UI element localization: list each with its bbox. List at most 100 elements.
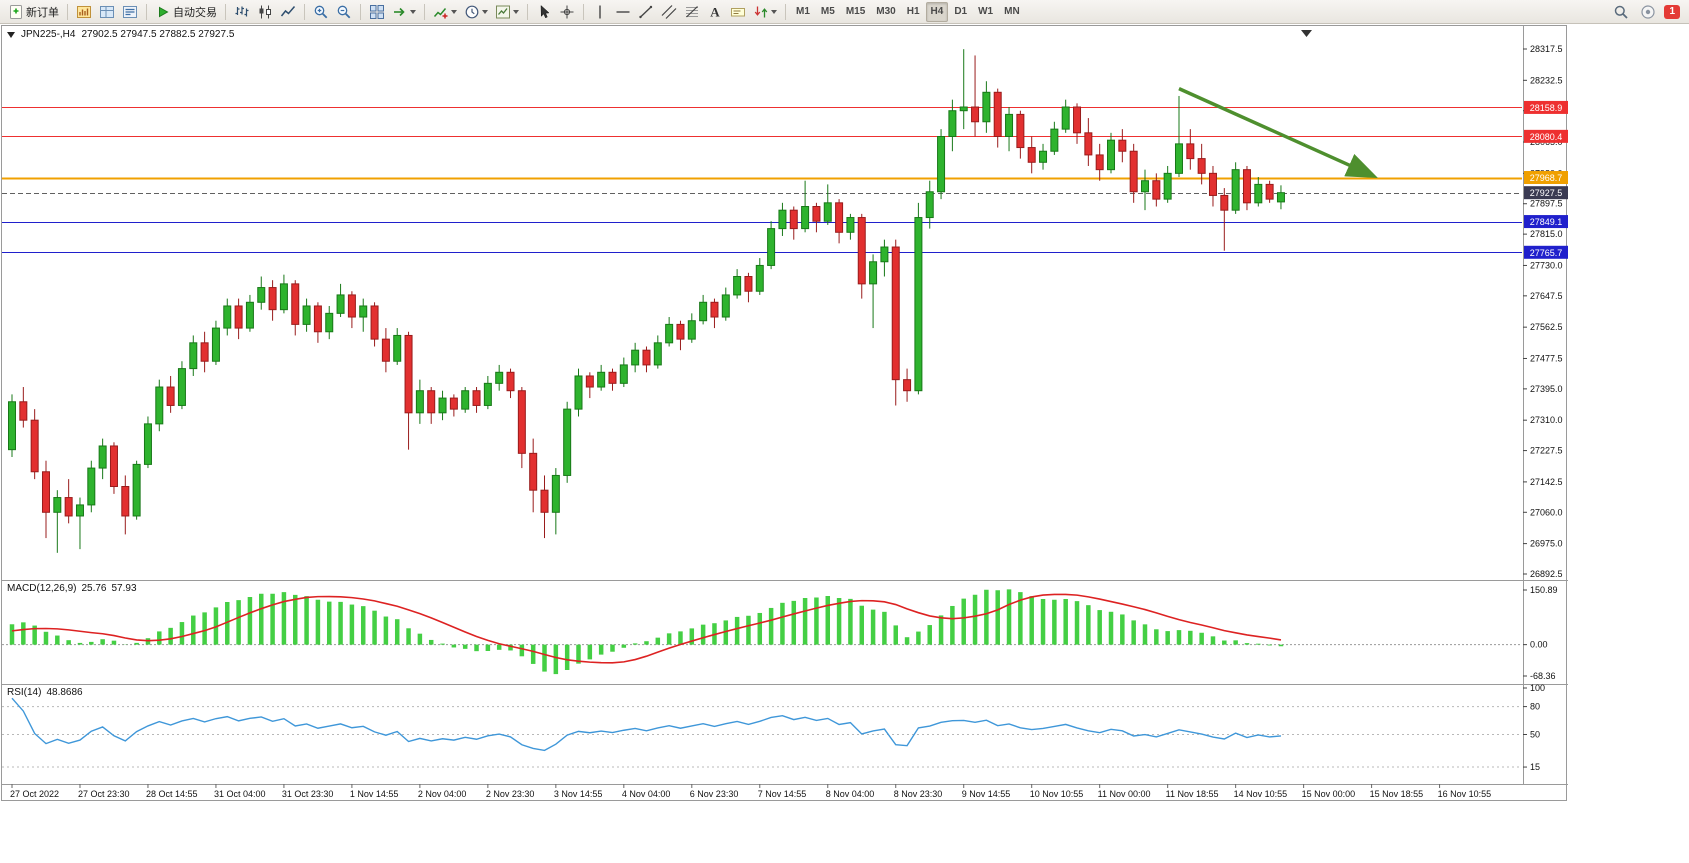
autotrading-button[interactable]: 自动交易 [152,2,220,22]
time-scale[interactable]: 27 Oct 2022 27 Oct 23:30 28 Oct 14:55 31 Oc… [10,784,1491,799]
price-tick-label: 27815.0 [1530,229,1563,239]
tf-m5-button[interactable]: M5 [820,6,835,17]
toolbar-separator [527,3,528,20]
candle-body [653,342,662,366]
trendline-button[interactable] [635,2,657,22]
zoom-out-button[interactable] [333,2,355,22]
candle-body [710,301,719,318]
price-tick-label: 27477.5 [1530,353,1563,363]
auto-scroll-button[interactable] [389,2,419,22]
candle-body [64,497,73,517]
candle-body [676,323,685,340]
channel-button[interactable] [658,2,680,22]
new-order-icon [10,4,22,19]
tf-m30-button[interactable]: M30 [876,6,896,17]
price-tick-label: 28232.5 [1530,75,1563,85]
templates-button[interactable] [492,2,522,22]
text-button[interactable]: A [704,2,726,22]
toolbar-separator [146,3,147,20]
bar-chart-button[interactable] [231,2,253,22]
crosshair-button[interactable] [556,2,578,22]
fibonacci-button[interactable] [681,2,703,22]
notification-badge[interactable]: 1 [1664,4,1680,19]
candle-body [755,264,764,292]
price-tick-label: 27897.5 [1530,199,1563,209]
price-tick-label: 26892.5 [1530,569,1563,579]
arrows-icon [754,6,768,17]
candle-body [19,401,28,421]
candle-body [1118,139,1127,152]
tf-m15-button[interactable]: M15 [845,6,866,17]
tf-h1-button[interactable]: H1 [906,6,920,17]
chart-collapse-icon[interactable] [7,31,15,38]
chart-shift-marker-icon[interactable] [1301,30,1312,37]
tf-h4-button[interactable]: H4 [925,1,949,22]
data-window-icon [123,5,137,18]
chart-canvas[interactable]: 28317.528232.528150.028065.027980.027897… [2,26,1568,802]
vertical-line-button[interactable] [589,2,611,22]
new-chart-button[interactable] [73,2,95,22]
toolbar-separator [583,3,584,20]
dropdown-caret-icon[interactable] [451,9,457,14]
zoom-in-button[interactable] [310,2,332,22]
profiles-button[interactable] [96,2,118,22]
vline-icon [599,5,601,18]
price-label-text: 27927.5 [1530,188,1563,198]
price-tick-label: 27730.0 [1530,260,1563,270]
tile-windows-button[interactable] [366,2,388,22]
search-icon [1615,5,1629,19]
macd-signal-value: 57.93 [111,583,137,594]
time-tick-label: 9 Nov 14:55 [962,789,1011,799]
rsi-name: RSI(14) [7,687,42,698]
indicators-button[interactable] [430,2,460,22]
help-button[interactable] [1637,2,1659,22]
candle-body [506,371,515,392]
autotrading-icon [159,6,169,17]
time-tick-label: 16 Nov 10:55 [1438,789,1492,799]
candle-body [914,217,923,392]
label-button[interactable] [727,2,749,22]
arrows-button[interactable] [750,2,780,22]
dropdown-caret-icon[interactable] [410,9,416,14]
dropdown-caret-icon[interactable] [771,9,777,14]
toolbar-separator [360,3,361,20]
data-window-button[interactable] [119,2,141,22]
candle-body [325,312,334,333]
candle-body [1208,172,1217,196]
price-tick-label: 28317.5 [1530,44,1563,54]
candle-body [1242,169,1251,204]
candle-chart-button[interactable] [254,2,276,22]
candle-body [529,452,538,491]
new-order-button[interactable]: 新订单 [5,2,62,22]
cursor-button[interactable] [533,2,555,22]
dropdown-caret-icon[interactable] [482,9,488,14]
dropdown-caret-icon[interactable] [513,9,519,14]
horizontal-line-button[interactable] [612,2,634,22]
price-label-text: 27968.7 [1530,173,1563,183]
candle-body [8,401,16,451]
tf-mn-button[interactable]: MN [1004,6,1020,17]
time-tick-label: 2 Nov 04:00 [418,789,467,799]
search-button[interactable] [1610,2,1632,22]
label-icon [731,7,745,16]
line-chart-button[interactable] [277,2,299,22]
price-scale[interactable]: 28317.528232.528150.028065.027980.027897… [1523,44,1568,579]
candle-body [1220,194,1229,211]
tf-w1-button[interactable]: W1 [978,6,994,17]
price-tick-label: 27060.0 [1530,507,1563,517]
candle-chart-icon [259,5,271,18]
tf-d1-button[interactable]: D1 [954,6,968,17]
trend-arrow[interactable] [1178,87,1378,179]
price-label-box [1524,215,1568,229]
candle-body [166,386,175,406]
candle-body [608,371,617,384]
time-tick-label: 14 Nov 10:55 [1234,789,1288,799]
price-label-text: 28080.4 [1530,132,1563,142]
tf-m1-button[interactable]: M1 [796,6,810,17]
candle-body [1084,132,1093,156]
candle-body [211,327,220,362]
candle-body [982,91,991,123]
periods-button[interactable] [461,2,491,22]
zoom-in-icon [314,5,328,18]
candle-body [778,209,787,230]
